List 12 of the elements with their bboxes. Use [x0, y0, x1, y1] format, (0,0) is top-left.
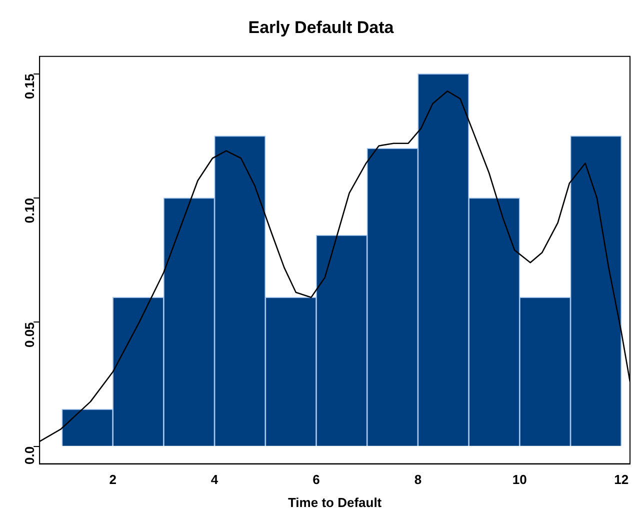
x-tick-label: 12: [614, 472, 629, 488]
x-tick-label: 4: [210, 472, 219, 488]
y-tick-label: 0.05: [22, 322, 38, 348]
chart-title: Early Default Data: [248, 18, 394, 37]
x-axis-title: Time to Default: [288, 494, 382, 510]
x-tick-label: 8: [414, 472, 422, 488]
y-tick-label: 0.0: [22, 446, 38, 464]
x-tick-label: 6: [312, 472, 320, 488]
x-tick-label: 2: [109, 472, 116, 488]
y-tick-label: 0.15: [22, 74, 38, 100]
x-tick-label: 10: [512, 472, 527, 488]
y-tick-label: 0.10: [22, 198, 38, 224]
